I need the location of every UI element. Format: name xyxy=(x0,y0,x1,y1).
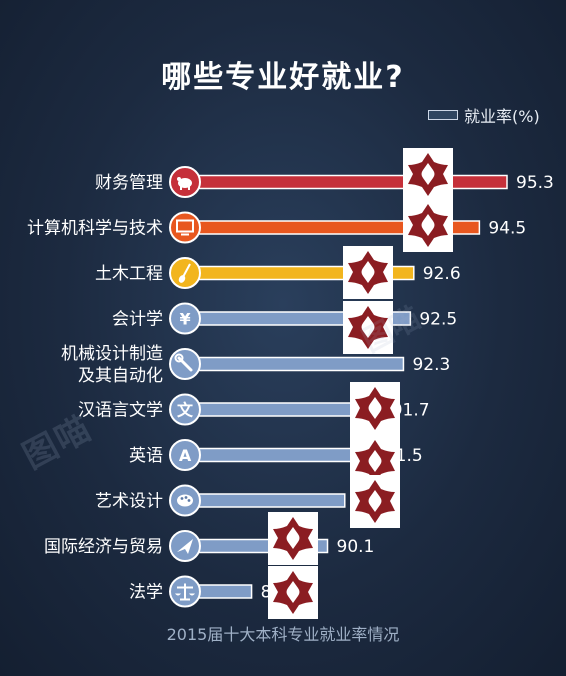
icon-shape xyxy=(174,353,184,363)
university-logo-7 xyxy=(350,475,400,528)
legend-swatch xyxy=(428,110,458,120)
logo-emblem-inner xyxy=(421,214,435,236)
bar xyxy=(185,493,346,508)
bar xyxy=(185,356,405,372)
category-label: 艺术设计 xyxy=(95,492,163,512)
bar xyxy=(185,174,508,190)
bar-row: 91.7 汉语言文学文 xyxy=(78,393,430,426)
letter-a-icon: A xyxy=(169,439,201,471)
value-label: 92.3 xyxy=(412,355,450,375)
bar-row: 90.6艺术设计 xyxy=(95,484,392,517)
shovel-icon xyxy=(169,257,201,289)
university-logo-9 xyxy=(268,566,318,619)
value-label: 92.5 xyxy=(419,310,457,330)
university-logo-1 xyxy=(403,148,453,201)
university-logo-3 xyxy=(343,246,393,299)
value-label: 94.5 xyxy=(488,219,526,239)
icon-shape xyxy=(181,233,189,236)
value-label: 90.1 xyxy=(337,537,375,557)
category-label: 会计学 xyxy=(112,310,163,330)
category-label: 财务管理 xyxy=(95,173,163,193)
category-label: 土木工程 xyxy=(95,264,163,284)
value-label: 95.3 xyxy=(516,173,554,193)
bar xyxy=(185,447,377,463)
icon-badge xyxy=(169,211,201,244)
icon-shape xyxy=(178,178,192,188)
logo-emblem-inner xyxy=(286,527,300,549)
icon-shape xyxy=(180,497,184,500)
university-logo-5 xyxy=(350,382,400,435)
university-logo-4 xyxy=(343,301,393,354)
airplane-icon xyxy=(169,530,201,562)
university-logo-8 xyxy=(268,512,318,565)
category-label: 国际经济与贸易 xyxy=(44,537,163,557)
icon-badge xyxy=(169,393,201,426)
scales-icon xyxy=(169,575,201,608)
icon-shape xyxy=(178,275,186,283)
icon-badge xyxy=(169,302,201,335)
logo-emblem-inner xyxy=(361,261,375,283)
icon-shape xyxy=(188,186,190,190)
icon-shape xyxy=(182,263,191,278)
wrench-icon xyxy=(169,348,201,380)
icon-glyph: ¥ xyxy=(179,310,190,329)
wen-char-icon: 文 xyxy=(169,393,201,426)
monitor-icon xyxy=(169,211,201,244)
icon-shape xyxy=(177,539,193,554)
icon-shape xyxy=(176,219,194,233)
icon-shape xyxy=(184,496,188,499)
bar-row: 90.1 国际经济与贸易 xyxy=(44,530,375,562)
icon-shape xyxy=(177,494,193,507)
logo-emblem-inner xyxy=(286,581,300,603)
palette-icon xyxy=(169,484,201,517)
logo-emblem-inner xyxy=(368,490,382,512)
legend-label: 就业率(%) xyxy=(464,107,540,126)
category-label: 法学 xyxy=(129,583,163,603)
logo-emblem-inner xyxy=(368,397,382,419)
icon-shape xyxy=(189,593,195,596)
icon-badge xyxy=(169,439,201,471)
logo-emblem-inner xyxy=(421,163,435,185)
icon-shape xyxy=(175,593,181,596)
value-label: 91.7 xyxy=(392,401,430,421)
icon-glyph: A xyxy=(179,446,192,465)
value-label: 92.6 xyxy=(423,264,461,284)
icon-glyph: 文 xyxy=(177,401,194,420)
chart-caption: 2015届十大本科专业就业率情况 xyxy=(166,625,400,644)
category-label: 汉语言文学 xyxy=(78,401,163,421)
chart-title: 哪些专业好就业? xyxy=(161,60,405,95)
logo-emblem-inner xyxy=(361,316,375,338)
category-label: 及其自动化 xyxy=(78,366,163,386)
yen-icon: ¥ xyxy=(169,302,201,335)
logo-emblem-inner xyxy=(368,450,382,472)
category-label: 英语 xyxy=(129,446,163,466)
category-label: 计算机科学与技术 xyxy=(27,219,163,239)
icon-shape xyxy=(180,186,182,190)
bar-row: 95.3 财务管理 xyxy=(95,166,554,198)
bar-row: 92.6 土木工程 xyxy=(95,257,461,289)
icon-shape xyxy=(187,499,191,502)
category-label: 机械设计制造 xyxy=(61,344,163,364)
bar-row: 92.5 会计学 ¥ xyxy=(112,302,457,335)
piggy-bank-icon xyxy=(169,166,201,198)
icon-shape xyxy=(177,177,181,181)
legend: 就业率(%) xyxy=(428,104,540,126)
university-logo-2 xyxy=(403,199,453,252)
